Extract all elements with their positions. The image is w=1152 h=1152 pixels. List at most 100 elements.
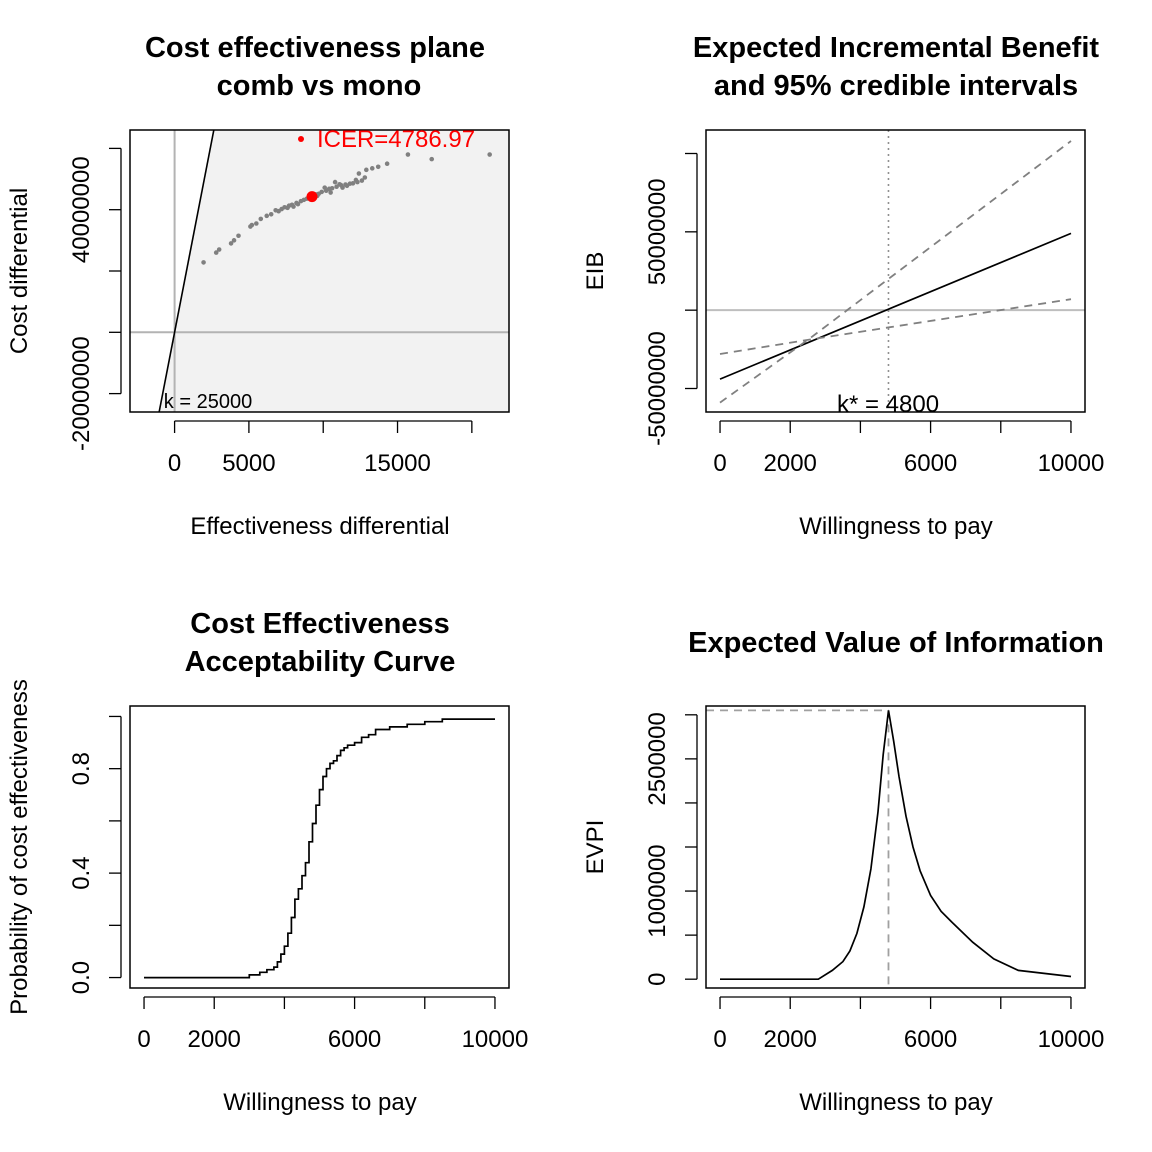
cost-effective-region [159,130,509,412]
evpi-ytick-label: 2500000 [644,712,671,805]
simulation-point [295,201,301,207]
simulation-point [429,156,435,162]
simulation-point [364,167,369,173]
evpi-ytick-label: 0 [644,973,671,986]
simulation-point [359,178,365,183]
credible-interval-line [719,298,1072,355]
simulation-point [350,181,356,186]
ce-plane-clipped [130,130,509,412]
simulation-point [322,185,328,190]
simulation-point [487,152,492,157]
simulation-point [375,164,381,170]
eib-xtick-label: 6000 [904,450,957,477]
eib-panel: Expected Incremental Benefit and 95% cre… [582,32,1104,540]
kstar-label: k* = 4800 [837,391,939,418]
ce-plane-title-line1: Cost effectiveness plane [145,32,485,64]
ceac-xaxis: 0 2000 6000 10000 [137,996,529,1053]
simulation-point [362,175,368,180]
simulation-point [279,206,284,212]
eib-ytick-label: -50000000 [644,331,671,446]
ceac-title-line1: Cost Effectiveness [190,608,450,640]
ce-plane-ylabel: Cost differential [6,188,33,354]
eib-yaxis: -50000000 50000000 [644,152,698,446]
evpi-xtick-label: 2000 [764,1026,817,1053]
icer-point [306,191,318,203]
eib-title-line1: Expected Incremental Benefit [693,32,1099,64]
eib-box [705,129,1086,413]
ce-plane-title-line2: comb vs mono [217,70,422,102]
eib-xtick-label: 10000 [1038,450,1105,477]
ce-plane-xtick-label: 0 [168,450,181,477]
simulation-point [231,238,237,243]
evpi-ylabel: EVPI [582,820,609,875]
evpi-plot [706,709,1072,988]
evpi-xtick-label: 6000 [904,1026,957,1053]
ce-plane-xlabel: Effectiveness differential [190,513,449,540]
ceac-ytick-label: 0.4 [68,856,95,889]
simulation-point [405,152,411,157]
simulation-point [213,250,219,255]
wtp-label: k = 25000 [164,391,252,413]
icer-label-marker [298,136,304,142]
simulation-point [254,221,259,226]
ceac-xtick-label: 10000 [462,1026,529,1053]
evpi-xaxis: 0 2000 6000 10000 [713,996,1105,1053]
ceac-xtick-label: 6000 [328,1026,381,1053]
simulation-point [228,241,234,246]
eib-plot [706,130,1085,412]
simulation-point [268,211,274,217]
eib-title-line2: and 95% credible intervals [714,70,1078,102]
simulation-point [384,161,390,167]
eib-ytick-label: 50000000 [644,178,671,285]
ce-plane-xtick-label: 5000 [222,450,275,477]
simulation-point [328,190,333,195]
ce-plane-plot [130,130,509,412]
credible-interval-line [719,140,1072,404]
simulation-point [216,247,222,252]
evpi-title: Expected Value of Information [688,627,1104,659]
ceac-line [144,718,495,979]
ce-plane-panel: Cost effectiveness plane comb vs mono Ef… [6,32,510,540]
ceac-panel: Cost Effectiveness Acceptability Curve W… [6,608,528,1116]
eib-clipped [706,130,1085,412]
simulation-point [258,216,264,222]
ce-plane-yaxis: -20000000 40000000 [68,147,122,451]
ceac-xlabel: Willingness to pay [223,1089,416,1116]
eib-xlabel: Willingness to pay [799,513,992,540]
simulation-point [344,183,350,189]
simulation-point [340,185,345,190]
simulation-point [249,222,255,228]
simulation-point [319,189,325,195]
eib-xtick-label: 0 [713,450,726,477]
evpi-box [705,705,1086,989]
evpi-ytick-label: 1000000 [644,844,671,937]
ceac-plot [144,718,495,979]
evpi-xtick-label: 10000 [1038,1026,1105,1053]
eib-ylabel: EIB [582,252,609,291]
eib-xaxis: 0 2000 6000 10000 [713,420,1105,477]
icer-label: ICER=4786.97 [317,126,475,153]
ceac-box [129,705,510,989]
simulation-point [369,166,375,171]
ceac-title-line2: Acceptability Curve [185,646,456,678]
ce-plane-ytick-label: -20000000 [68,336,95,451]
simulation-point [329,185,335,191]
evpi-xtick-label: 0 [713,1026,726,1053]
ceac-ytick-label: 0.8 [68,752,95,785]
simulation-point [285,205,290,211]
simulation-point [291,204,296,209]
ce-plane-box [129,129,510,413]
ceac-xtick-label: 0 [137,1026,150,1053]
ce-plane-xaxis: 0 5000 15000 [168,420,473,477]
evpi-yaxis: 0 1000000 2500000 [644,712,698,986]
ce-plane-ytick-label: 40000000 [68,156,95,263]
simulation-point [353,177,359,183]
evpi-panel: Expected Value of Information Willingnes… [582,627,1104,1116]
simulation-point [332,179,338,185]
simulation-point [337,181,342,187]
evpi-xlabel: Willingness to pay [799,1089,992,1116]
simulation-point [201,260,206,265]
ceac-ylabel: Probability of cost effectiveness [6,679,33,1015]
ceac-ytick-label: 0.0 [68,961,95,994]
